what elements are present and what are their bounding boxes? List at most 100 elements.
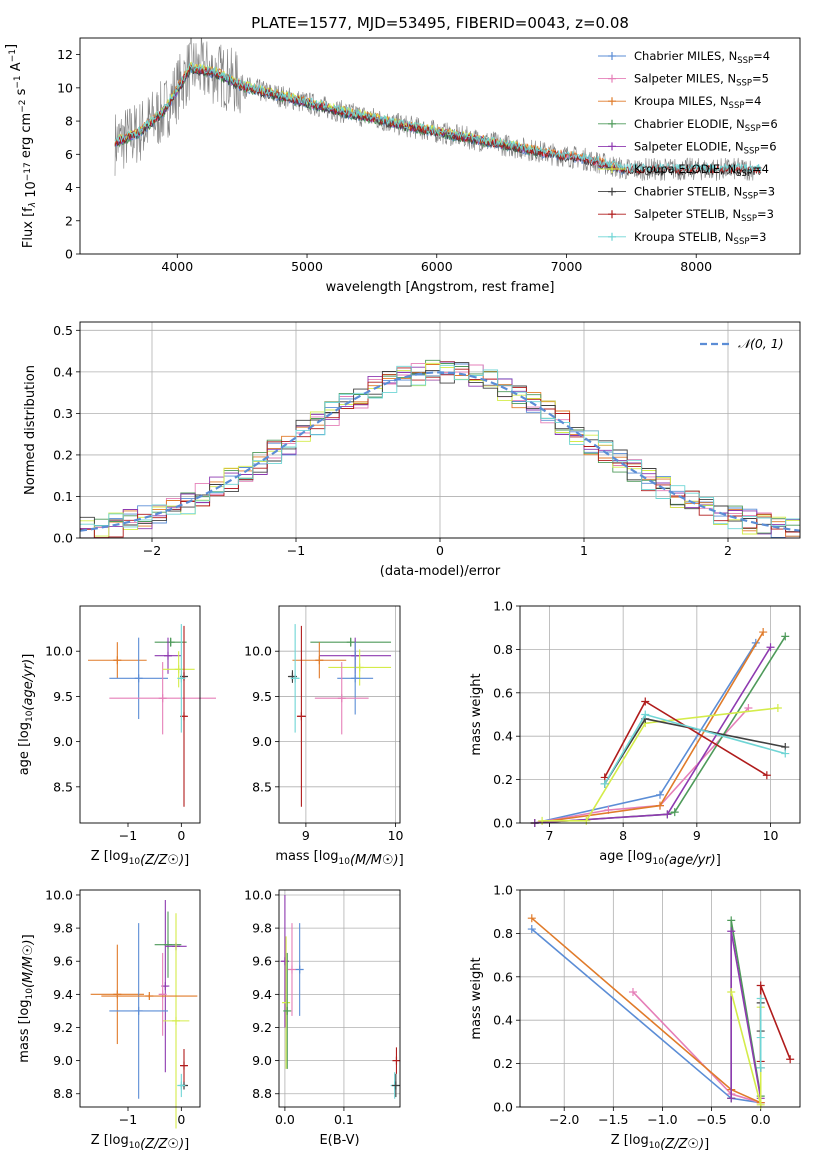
y-tick-label: 0 <box>65 247 73 262</box>
series-line <box>759 985 791 1062</box>
legend-marker <box>608 52 616 60</box>
y-tick-label: 10 <box>57 80 73 95</box>
y-tick-label: 0.2 <box>53 447 73 462</box>
data-point <box>392 1056 401 1065</box>
legend-label: Chabrier MILES, NSSP=4 <box>634 49 770 66</box>
x-tick-label: 9 <box>693 828 701 843</box>
age-vs-mass-panel: 9 10 8.5 9.0 9.5 10.0 mass [log10(M/M☉)] <box>244 605 404 868</box>
y-tick-label: 9.6 <box>252 954 272 969</box>
x-tick-label: −2.0 <box>549 1112 579 1127</box>
y-tick-label: 9.5 <box>53 689 73 704</box>
series-point <box>773 703 782 712</box>
y-tick-label: 8.8 <box>53 1086 73 1101</box>
data-point <box>287 965 296 974</box>
legend-label: Chabrier STELIB, NSSP=3 <box>634 185 775 202</box>
x-axis-label: wavelength [Angstrom, rest frame] <box>326 280 555 295</box>
legend-marker <box>608 232 616 241</box>
x-tick-label: 5000 <box>291 259 323 274</box>
y-tick-label: 9.0 <box>252 1053 272 1068</box>
series-point <box>781 632 790 641</box>
y-tick-label: 0.5 <box>53 323 73 338</box>
series-point <box>670 808 679 817</box>
y-tick-label: 2 <box>65 213 73 228</box>
series-point <box>527 914 536 923</box>
x-axis-label: Z [log10(Z/Z☉)] <box>91 1133 189 1152</box>
x-tick-label: −1 <box>119 1112 137 1127</box>
mass-weight-vs-age-panel: 7 8 9 10 0.0 0.2 0.4 0.6 0.8 1.0 age [log10(age/yr… <box>469 599 801 868</box>
axes-frame <box>278 889 401 1108</box>
series-point <box>756 1033 765 1042</box>
y-tick-label: 8.5 <box>53 779 73 794</box>
series-point <box>759 628 768 637</box>
series-point <box>727 1094 736 1103</box>
y-tick-label: 0.6 <box>493 969 513 984</box>
series-line <box>534 631 764 824</box>
x-tick-label: 8 <box>619 828 627 843</box>
data-point <box>113 990 122 999</box>
series-point <box>781 749 790 758</box>
data-point <box>164 651 172 660</box>
x-tick-label: 0.0 <box>275 1112 295 1127</box>
y-tick-label: 0.6 <box>493 685 513 700</box>
histogram-steps <box>80 364 800 530</box>
y-tick-label: 9.2 <box>252 1020 272 1035</box>
x-tick-label: 0 <box>177 1112 185 1127</box>
series-point <box>727 987 736 996</box>
data-point <box>315 656 324 665</box>
series-point <box>527 925 536 934</box>
y-axis-label: mass [log10(M/M☉)] <box>17 934 36 1062</box>
y-tick-label: 12 <box>57 47 73 62</box>
series-line <box>632 991 761 1104</box>
y-axis-label: Normed distribution <box>23 365 38 495</box>
y-tick-label: 0.4 <box>493 729 513 744</box>
y-tick-label: 0.2 <box>493 772 513 787</box>
y-tick-label: 0.4 <box>53 364 73 379</box>
series-point <box>538 816 547 825</box>
mass-vs-metallicity-panel: −1 0 8.8 9.0 9.2 9.4 9.6 9.8 10.0 Z [log10(Z/Z☉)]… <box>17 887 201 1152</box>
series-point <box>641 710 650 719</box>
x-tick-label: 9 <box>302 828 310 843</box>
mass-vs-ebv-panel: 0.0 0.1 8.8 9.0 9.2 9.4 9.6 9.8 10.0 E(B-V) <box>244 887 401 1148</box>
data-point <box>134 1006 143 1015</box>
y-tick-label: 9.5 <box>252 689 272 704</box>
y-tick-label: 9.2 <box>53 1020 73 1035</box>
y-tick-label: 9.4 <box>252 987 272 1002</box>
legend-label: Kroupa STELIB, NSSP=3 <box>634 230 766 247</box>
x-axis-label: Z [log10(Z/Z☉)] <box>611 1133 709 1152</box>
data-point <box>164 940 172 949</box>
y-axis-label: mass weight <box>469 673 484 755</box>
data-point <box>391 1081 400 1090</box>
x-tick-label: 10 <box>388 828 404 843</box>
data-point <box>177 674 186 683</box>
y-tick-label: 0.4 <box>493 1013 513 1028</box>
data-point <box>346 638 355 647</box>
series-point <box>656 801 664 810</box>
series-line <box>603 700 768 778</box>
x-tick-label: −1 <box>119 828 137 843</box>
series-point <box>600 779 609 788</box>
y-tick-label: 8 <box>65 114 73 129</box>
x-tick-label: 7000 <box>551 259 583 274</box>
legend-label: Salpeter ELODIE, NSSP=6 <box>634 139 777 156</box>
y-tick-label: 9.0 <box>53 1053 73 1068</box>
x-tick-label: −0.5 <box>696 1112 726 1127</box>
y-axis-label: mass weight <box>469 957 484 1039</box>
y-tick-label: 6 <box>65 147 73 162</box>
data-point <box>337 694 346 703</box>
data-point <box>355 663 364 672</box>
axes-frame <box>79 37 801 255</box>
x-tick-label: 0 <box>436 543 444 558</box>
series-point <box>663 810 672 819</box>
x-axis-label: age [log10(age/yr)] <box>599 849 721 868</box>
series-line <box>534 707 749 824</box>
x-tick-label: −1.0 <box>647 1112 677 1127</box>
legend-label: 𝒩(0, 1) <box>738 336 784 351</box>
x-axis-label: E(B-V) <box>319 1133 359 1148</box>
x-tick-label: 8000 <box>680 259 712 274</box>
data-point <box>282 998 291 1007</box>
y-tick-label: 0.1 <box>53 489 73 504</box>
legend-label: Chabrier ELODIE, NSSP=6 <box>634 117 778 134</box>
y-tick-label: 0.8 <box>493 642 513 657</box>
x-axis-label: mass [log10(M/M☉)] <box>275 849 403 868</box>
legend-label: Salpeter MILES, NSSP=5 <box>634 72 769 89</box>
